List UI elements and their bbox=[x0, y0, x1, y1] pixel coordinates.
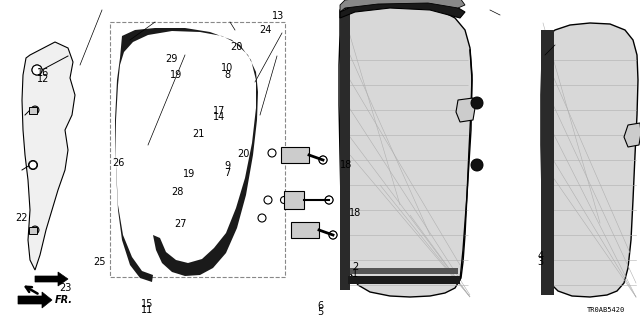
Text: 1: 1 bbox=[352, 268, 358, 279]
Circle shape bbox=[292, 152, 298, 158]
Circle shape bbox=[264, 196, 272, 204]
Text: 25: 25 bbox=[93, 257, 106, 268]
Text: 26: 26 bbox=[112, 158, 125, 168]
Circle shape bbox=[329, 231, 337, 239]
Text: 3: 3 bbox=[538, 257, 544, 268]
Polygon shape bbox=[456, 98, 475, 122]
Text: 2: 2 bbox=[352, 261, 358, 272]
Text: 14: 14 bbox=[212, 112, 225, 123]
Polygon shape bbox=[291, 222, 319, 238]
Polygon shape bbox=[22, 42, 75, 270]
Polygon shape bbox=[115, 28, 258, 282]
Text: 12: 12 bbox=[37, 74, 50, 84]
Circle shape bbox=[31, 106, 39, 114]
Circle shape bbox=[471, 159, 483, 171]
Circle shape bbox=[29, 161, 38, 170]
Text: 5: 5 bbox=[317, 307, 323, 317]
Text: 4: 4 bbox=[538, 251, 544, 261]
Text: 29: 29 bbox=[165, 53, 178, 64]
Circle shape bbox=[471, 97, 483, 109]
Polygon shape bbox=[541, 23, 638, 297]
Text: FR.: FR. bbox=[55, 295, 73, 305]
Text: 15: 15 bbox=[141, 299, 154, 309]
Polygon shape bbox=[340, 10, 350, 290]
Text: 27: 27 bbox=[174, 219, 187, 229]
Text: 19: 19 bbox=[170, 69, 182, 80]
Polygon shape bbox=[284, 191, 304, 209]
Text: TR0AB5420: TR0AB5420 bbox=[587, 307, 625, 313]
Circle shape bbox=[325, 196, 333, 204]
Polygon shape bbox=[624, 123, 640, 147]
Circle shape bbox=[29, 161, 37, 169]
Text: 9: 9 bbox=[224, 161, 230, 172]
Polygon shape bbox=[348, 276, 460, 284]
Text: 20: 20 bbox=[230, 42, 243, 52]
Bar bbox=[29, 227, 37, 234]
Circle shape bbox=[319, 156, 327, 164]
Text: 11: 11 bbox=[141, 305, 154, 316]
Polygon shape bbox=[340, 0, 465, 12]
Text: 23: 23 bbox=[59, 283, 72, 293]
Text: 22: 22 bbox=[15, 212, 28, 223]
Circle shape bbox=[32, 65, 42, 75]
Text: 8: 8 bbox=[224, 70, 230, 80]
Text: 10: 10 bbox=[221, 63, 234, 73]
Circle shape bbox=[31, 226, 39, 234]
Bar bbox=[110, 22, 285, 277]
Text: 17: 17 bbox=[212, 106, 225, 116]
Text: 20: 20 bbox=[237, 148, 250, 159]
Circle shape bbox=[32, 65, 42, 75]
Polygon shape bbox=[339, 3, 472, 297]
Circle shape bbox=[302, 227, 308, 233]
Text: 6: 6 bbox=[317, 300, 323, 311]
Text: 13: 13 bbox=[272, 11, 285, 21]
Text: 7: 7 bbox=[224, 168, 230, 178]
Circle shape bbox=[325, 196, 333, 204]
Circle shape bbox=[329, 231, 337, 239]
Polygon shape bbox=[340, 0, 465, 18]
Text: 18: 18 bbox=[339, 160, 352, 170]
Bar bbox=[29, 107, 37, 114]
Polygon shape bbox=[18, 292, 52, 308]
Text: 16: 16 bbox=[37, 68, 50, 78]
Circle shape bbox=[319, 156, 327, 164]
Circle shape bbox=[268, 149, 276, 157]
Text: 24: 24 bbox=[259, 25, 272, 35]
Text: 19: 19 bbox=[182, 169, 195, 180]
Circle shape bbox=[280, 196, 287, 204]
Text: 21: 21 bbox=[192, 129, 205, 139]
Polygon shape bbox=[35, 272, 68, 286]
Polygon shape bbox=[281, 147, 309, 163]
Text: 18: 18 bbox=[349, 208, 362, 218]
Text: 28: 28 bbox=[171, 187, 184, 197]
Polygon shape bbox=[541, 30, 554, 295]
Polygon shape bbox=[350, 268, 458, 274]
Circle shape bbox=[258, 214, 266, 222]
